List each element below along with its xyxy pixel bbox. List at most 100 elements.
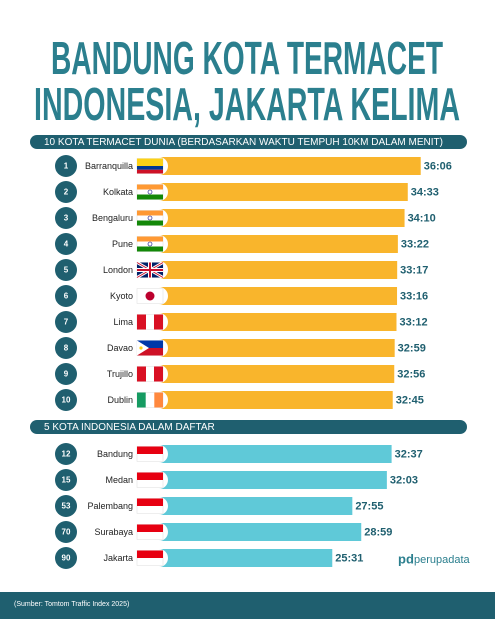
flag-stripe [137,550,163,558]
value-label: 33:22 [401,238,429,250]
logo-text: perupadata [414,554,471,566]
rank-badge [55,155,77,177]
flag-wheel [147,215,153,221]
value-label: 33:12 [399,316,427,328]
rank-badge [55,233,77,255]
value-label: 33:16 [400,290,428,302]
rank-badge [55,311,77,333]
city: Kolkata [103,187,133,197]
value-label: 32:45 [396,394,424,406]
bar [150,209,405,227]
flag [136,314,164,330]
city: Jakarta [103,553,133,563]
flag-sun [145,291,155,301]
bar [150,235,398,253]
flag [136,158,164,174]
flag-stripe [137,169,163,174]
city: Trujillo [107,369,133,379]
bar [150,157,421,175]
flag-stripe [137,366,146,382]
flag-stripe [137,184,163,190]
rank: 70 [62,528,71,537]
flag-stripe [154,314,163,330]
bar [150,445,392,463]
rank: 10 [62,396,71,405]
flag [136,498,164,514]
bar [150,183,408,201]
title-line: BANDUNG KOTA TERMACET [51,32,443,84]
flag-stripe [154,366,163,382]
value-label: 32:56 [397,368,425,380]
logo-mark: pd [398,551,414,566]
flag-stripe [137,446,163,454]
rank: 5 [64,266,69,275]
flag-stripe [137,194,163,200]
value-label: 32:37 [395,448,423,460]
rank: 1 [64,162,69,171]
flag [136,446,164,462]
city: Lima [113,317,133,327]
flag [136,550,164,566]
flag-triangle [137,340,149,356]
rank-badge [55,521,77,543]
city: Palembang [87,501,133,511]
flag [136,524,164,540]
city: Kyoto [110,291,133,301]
city: Medan [105,475,133,485]
rank-badge [55,181,77,203]
rank-badge [55,285,77,307]
rank: 7 [64,318,69,327]
flag-stripe [137,158,163,166]
bar [150,339,395,357]
section-heading: 5 KOTA INDONESIA DALAM DAFTAR [44,422,215,433]
value-label: 33:17 [400,264,428,276]
rank-badge [55,389,77,411]
value-label: 25:31 [335,552,363,564]
flag [136,236,164,252]
rank-badge [55,363,77,385]
flag-stripe [137,236,163,242]
logo: pd perupadata [398,551,471,566]
bar [150,497,353,515]
value-label: 34:10 [408,212,436,224]
rank-badge [55,469,77,491]
bar [150,261,398,279]
section-header [30,135,467,149]
flag-stripe [137,246,163,252]
footer-bar [0,592,495,619]
flag-stripe [137,348,163,356]
flag-wheel [147,189,153,195]
rank-badge [55,495,77,517]
flag [136,340,164,356]
flag-stripe [137,340,163,348]
flag-stripe [137,472,163,480]
rank-badge [55,207,77,229]
rank: 12 [62,450,71,459]
value-label: 27:55 [355,500,383,512]
bar [150,549,333,567]
rank: 9 [64,370,69,379]
rank: 4 [64,240,69,249]
flag [136,366,164,382]
value-label: 28:59 [364,526,392,538]
value-label: 36:06 [424,160,452,172]
city: Davao [107,343,133,353]
value-label: 34:33 [411,186,439,198]
flag-stripe [137,166,163,170]
rank-badge [55,547,77,569]
city: Barranquilla [85,161,133,171]
flag-sun [139,346,143,350]
title-line: INDONESIA, JAKARTA KELIMA [34,78,460,130]
source: (Sumber: Tomtom Traffic Index 2025) [14,601,129,608]
section-heading: 10 KOTA TERMACET DUNIA (BERDASARKAN WAKT… [44,137,443,148]
flag-stripe [137,314,146,330]
bar [150,313,397,331]
bar [150,391,393,409]
flag [136,184,164,200]
rank: 53 [62,502,71,511]
city: Bandung [97,449,133,459]
flag [136,261,164,279]
flag [136,392,164,408]
flag [136,210,164,226]
